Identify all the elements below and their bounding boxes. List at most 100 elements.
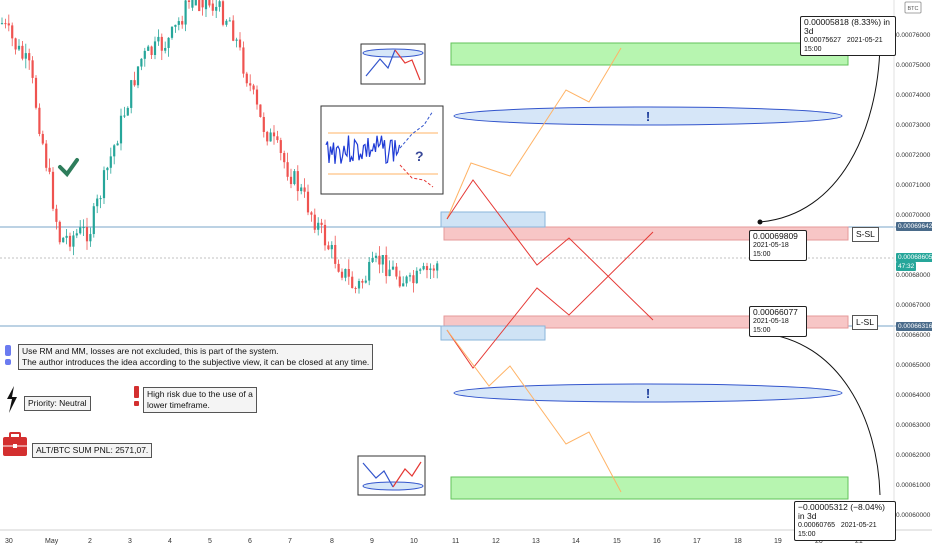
info-bar-icon xyxy=(5,345,11,356)
s-sl-label: S-SL xyxy=(852,227,879,242)
candle-body xyxy=(391,266,395,270)
mini-diagram-middle: ? xyxy=(320,105,444,195)
y-tick-label: 0.00074000 xyxy=(896,92,931,99)
lower-target-main: −0.00005312 (−8.04%) in 3d xyxy=(798,502,885,521)
candle-body xyxy=(313,214,316,230)
candle-body xyxy=(361,280,364,283)
candle-body xyxy=(381,255,384,265)
candle-body xyxy=(286,162,289,177)
disclaimer-line-2: The author introduces the idea according… xyxy=(22,357,370,367)
short-entry-zone xyxy=(443,226,849,241)
candle-body xyxy=(85,227,89,242)
candle-body xyxy=(41,133,44,144)
candle-body xyxy=(194,0,197,6)
candle-body xyxy=(269,132,272,142)
candle-body xyxy=(164,47,167,51)
candle-body xyxy=(395,266,398,277)
candle-body xyxy=(354,288,357,290)
x-tick-label: 14 xyxy=(572,538,580,545)
candle-body xyxy=(283,152,286,163)
y-tick-label: 0.00068000 xyxy=(896,272,931,279)
candle-body xyxy=(48,167,51,172)
y-tick-label: 0.00064000 xyxy=(896,392,931,399)
x-tick-label: 10 xyxy=(410,538,418,545)
candle-body xyxy=(347,269,350,277)
long-entry-zone xyxy=(443,315,849,329)
candle-body xyxy=(415,270,418,284)
y-tick-label: 0.00061000 xyxy=(896,482,931,489)
candle-body xyxy=(232,20,235,41)
candle-body xyxy=(422,266,425,270)
current-countdown: 47:32 xyxy=(896,262,917,271)
y-tick-label: 0.00076000 xyxy=(896,32,931,39)
candle-body xyxy=(408,275,412,277)
candle-body xyxy=(310,212,313,215)
pnl-note: ALT/BTC SUM PNL: 2571,07. xyxy=(32,443,153,458)
candle-body xyxy=(330,244,333,250)
l-sl-label: L-SL xyxy=(852,315,878,330)
y-tick-label: 0.00071000 xyxy=(896,182,931,189)
x-tick-label: 7 xyxy=(288,538,292,545)
candle-body xyxy=(75,233,78,236)
candle-body xyxy=(320,222,323,225)
candle-body xyxy=(276,136,279,141)
lower-target-date: 2021-05-21 15:00 xyxy=(798,522,877,538)
candle-body xyxy=(334,244,337,264)
candle-body xyxy=(436,263,439,271)
candles xyxy=(0,0,439,294)
y-tick-label: 0.00067000 xyxy=(896,302,931,309)
candle-body xyxy=(31,60,34,78)
x-tick-label: 8 xyxy=(330,538,334,545)
candle-body xyxy=(364,280,367,283)
risk-line-2: lower timeframe. xyxy=(147,400,210,410)
candle-body xyxy=(7,23,10,26)
y-tick-label: 0.00065000 xyxy=(896,362,931,369)
candle-body xyxy=(170,26,174,38)
candle-body xyxy=(225,20,228,25)
candle-body xyxy=(82,227,85,229)
y-tick-label: 0.00062000 xyxy=(896,452,931,459)
candle-body xyxy=(266,131,269,142)
candle-body xyxy=(385,255,388,277)
candle-body xyxy=(351,276,354,289)
candle-body xyxy=(201,0,204,8)
upper-target-curve xyxy=(759,44,881,223)
mini-diagram-top xyxy=(360,43,426,85)
candle-body xyxy=(62,237,65,243)
candle-body xyxy=(157,36,160,42)
candle-body xyxy=(72,235,75,247)
candle-body xyxy=(21,45,24,59)
candle-body xyxy=(55,208,58,222)
red-up-path-lower xyxy=(446,231,654,369)
candle-body xyxy=(303,187,306,192)
x-tick-label: 20 xyxy=(815,538,823,545)
x-tick-label: 11 xyxy=(452,538,460,545)
candle-body xyxy=(0,23,4,25)
x-tick-label: 6 xyxy=(248,538,252,545)
risk-note: High risk due to the use of a lower time… xyxy=(143,387,257,413)
x-tick-label: 12 xyxy=(492,538,500,545)
candle-body xyxy=(38,107,41,134)
candle-body xyxy=(160,36,163,51)
candle-body xyxy=(14,38,17,50)
info-dot-icon xyxy=(5,359,11,365)
candle-body xyxy=(147,46,150,51)
orange-up-path xyxy=(446,47,622,220)
disclaimer-line-1: Use RM and MM, losses are not excluded, … xyxy=(22,346,279,356)
candle-body xyxy=(130,80,133,108)
priority-note: Priority: Neutral xyxy=(24,396,91,411)
candle-body xyxy=(51,171,55,209)
y-tick-label: 0.00070000 xyxy=(896,212,931,219)
svg-text:?: ? xyxy=(415,148,424,164)
candle-body xyxy=(405,276,408,284)
candle-body xyxy=(259,104,262,117)
mid-lower-tag: 0.00066077 2021-05-18 15:00 xyxy=(749,306,807,337)
candle-body xyxy=(249,83,252,86)
x-tick-label: 13 xyxy=(532,538,540,545)
candle-body xyxy=(378,255,381,265)
candle-body xyxy=(235,39,238,41)
candle-body xyxy=(58,221,61,243)
candle-body xyxy=(419,269,422,271)
mid-lower-main: 0.00066077 xyxy=(753,307,798,317)
